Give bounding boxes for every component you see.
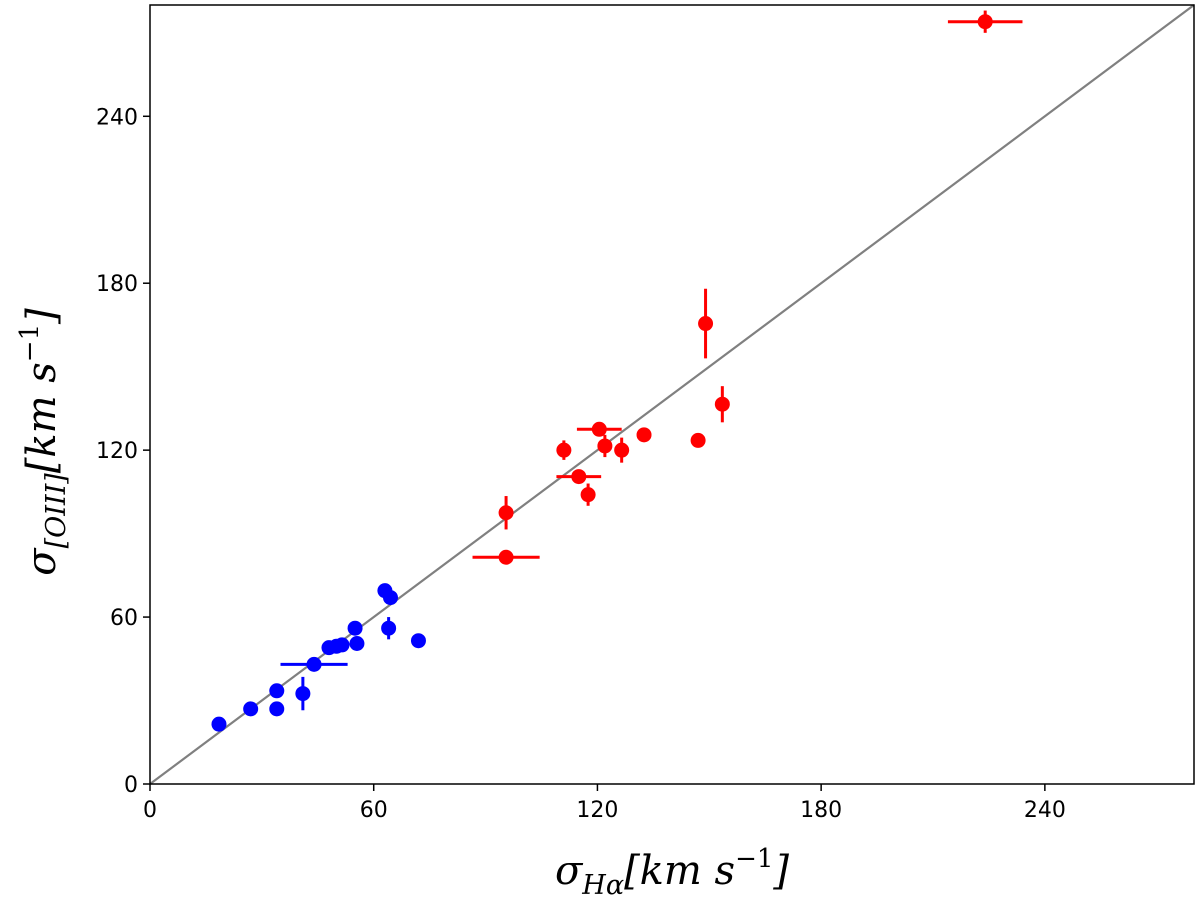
data-point [410,633,426,649]
x-axis-label-units-close: ] [772,848,789,894]
x-tick-label: 120 [576,798,618,823]
data-point [698,316,714,332]
data-point [714,396,730,412]
data-point [269,701,285,717]
data-point [269,683,285,699]
y-axis-label-subscript: [OIII] [41,473,72,549]
data-point [295,686,311,702]
data-point [690,432,706,448]
x-axis-label-exponent: −1 [735,844,773,874]
data-point [591,421,607,437]
y-tick-label: 120 [96,439,138,464]
data-point [498,505,514,521]
data-point [636,427,652,443]
data-point [382,590,398,606]
data-point [556,442,572,458]
data-point [347,620,363,636]
data-point [597,438,613,454]
data-point [498,549,514,565]
data-point [349,636,365,652]
x-tick-label: 180 [800,798,842,823]
data-point [614,442,630,458]
data-point [334,637,350,653]
data-point [580,487,596,503]
data-point [977,14,993,30]
x-tick-label: 60 [360,798,388,823]
x-tick-label: 240 [1024,798,1066,823]
y-axis-label: σ[OIII][km s−1] [15,308,72,576]
data-point [381,620,397,636]
y-tick-label: 60 [110,606,138,631]
series-red [472,10,1023,565]
one-to-one-line [149,4,1195,785]
x-axis-label: σHα[km s−1] [555,844,789,898]
data-point [571,469,587,485]
data-point [243,701,259,717]
x-tick-label: 0 [143,798,157,823]
y-tick-label: 0 [124,773,138,798]
x-axis-label-symbol: σ [555,848,584,894]
data-point [306,656,322,672]
x-ticks: 0 60 120 180 240 [143,784,1066,823]
series-blue [211,583,426,732]
x-axis-label-units: [km s [624,848,735,894]
y-axis-label-units-close: ] [19,308,65,325]
x-axis-label-subscript: Hα [581,870,624,898]
y-axis-label-exponent: −1 [15,324,45,362]
plot-frame [149,4,1195,785]
reference-line-group [149,4,1195,785]
y-axis-label-symbol: σ [19,547,65,576]
y-tick-label: 180 [96,272,138,297]
y-tick-label: 240 [96,105,138,130]
data-point [211,716,227,732]
y-ticks: 0 60 120 180 240 [96,105,150,798]
data-points-group [211,10,1023,732]
y-axis-label-units: [km s [19,362,65,473]
